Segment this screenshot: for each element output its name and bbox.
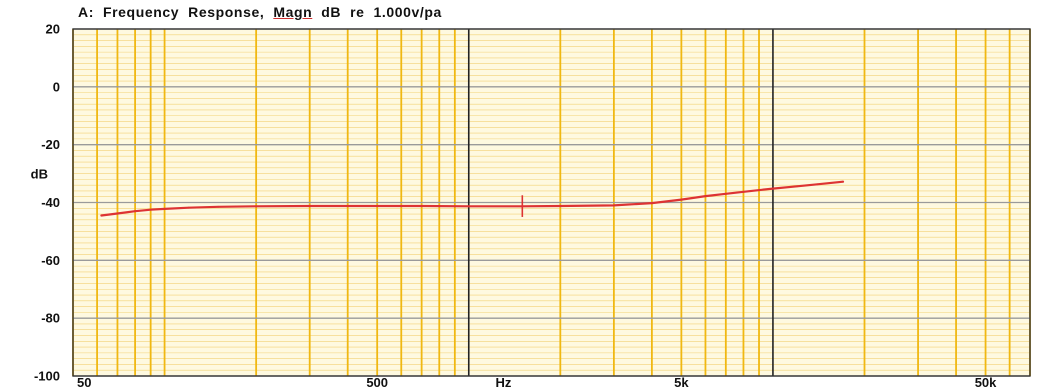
data-point [724,192,727,195]
y-tick-label: -80 [41,311,60,326]
data-point [187,206,190,209]
data-point [796,185,798,188]
x-tick-label: 50k [975,375,997,390]
y-tick-label: -20 [41,137,60,152]
data-point [704,195,707,198]
data-point [842,180,844,183]
data-point [255,205,257,208]
data-point [816,183,819,186]
data-point [467,205,470,208]
tick-labels: 20 0 -20 -40 -60 -80 -100 50 500 5k 50k [34,22,997,390]
y-tick-label: 0 [53,79,60,94]
y-tick-label: -40 [41,195,60,210]
data-point [308,205,311,207]
data-point [559,205,562,207]
data-point [134,210,137,213]
data-point [613,204,615,207]
data-point [116,212,119,215]
series-line [100,180,845,217]
y-tick-label: -60 [41,253,60,268]
data-point [680,198,683,201]
data-point [651,202,653,205]
series-layer [100,180,845,217]
data-point [149,208,152,211]
data-point [163,208,166,210]
y-axis-label: dB [31,167,48,182]
x-tick-label: 50 [77,375,91,390]
x-tick-label: 500 [366,375,388,390]
x-tick-label: 5k [674,375,689,390]
y-tick-label: -100 [34,369,60,384]
chart-title: A: Frequency Response, Magn dB re 1.000v… [78,4,442,20]
data-point [742,190,745,193]
data-point [100,214,103,217]
data-point [217,205,220,208]
x-axis-label: Hz [495,375,511,390]
data-point [376,205,379,207]
data-point [420,205,423,207]
data-point [772,187,774,190]
y-tick-label: 20 [46,22,60,37]
plot-frame [72,28,1031,377]
